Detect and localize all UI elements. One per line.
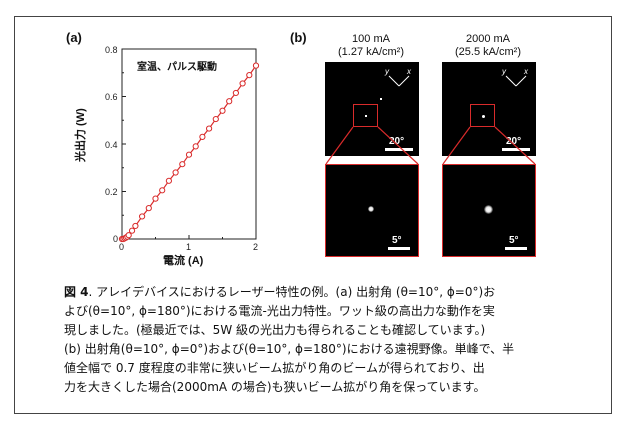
beam-spot-zoom-2 <box>484 205 493 214</box>
scale-bar-large-2 <box>502 148 530 151</box>
scale-bar-small-2 <box>505 247 527 250</box>
caption-line-4: (b) 出射角(θ=10°, ϕ=0°)および(θ=10°, ϕ=180°)にお… <box>64 342 515 356</box>
panel-b-label: (b) <box>290 30 307 45</box>
data-point-7 <box>132 222 139 230</box>
left-image-title: 100 mA (1.27 kA/cm²) <box>330 33 412 59</box>
caption-line-5: 値全幅で 0.7 度程度の非常に狭いビーム拡がり角のビームが得られており、出 <box>64 361 485 375</box>
scale-label-small-2: 5° <box>509 235 519 246</box>
caption-fig-label: 図 4 <box>64 285 89 299</box>
xtick-2: 2 <box>253 242 259 252</box>
zoom-region-box <box>353 104 378 127</box>
figure-caption: 図 4. アレイデバイスにおけるレーザー特性の例。(a) 出射角 (θ=10°,… <box>64 283 582 397</box>
farfield-2000ma-zoom: 5° <box>442 164 536 257</box>
caption-line-2: よび(θ=10°, ϕ=180°)における電流-光出力特性。ワット級の高出力な動… <box>64 304 495 318</box>
data-point-10 <box>152 195 159 202</box>
data-point-14 <box>179 161 186 168</box>
axis-x-label-2: x <box>524 67 528 76</box>
axes-indicator-icon <box>388 75 410 87</box>
data-point-11 <box>159 187 166 194</box>
data-point-22 <box>232 89 239 97</box>
data-point-17 <box>199 133 206 140</box>
x-axis-label: 電流 (A) <box>163 255 204 267</box>
axis-y-label-2: y <box>502 67 506 76</box>
caption-line-3: 現しました。(極最近では、5W 級の光出力も得られることも確認しています。) <box>64 323 486 337</box>
right-image-title: 2000 mA (25.5 kA/cm²) <box>438 33 538 59</box>
ytick-0.6: 0.6 <box>105 92 118 102</box>
data-point-21 <box>226 98 233 105</box>
caption-line-1-text: . アレイデバイスにおけるレーザー特性の例。(a) 出射角 (θ=10°, ϕ=… <box>88 285 496 299</box>
scale-label-small: 5° <box>392 235 402 246</box>
right-current: 2000 mA <box>465 33 511 45</box>
axes-indicator-icon-2 <box>505 75 527 87</box>
data-point-16 <box>192 143 199 150</box>
axis-y-label: y <box>385 67 389 76</box>
ytick-0: 0 <box>113 234 119 244</box>
caption-line-1: 図 4. アレイデバイスにおけるレーザー特性の例。(a) 出射角 (θ=10°,… <box>64 283 582 302</box>
farfield-100ma-wide: y x 20° <box>325 62 419 156</box>
ytick-0.8: 0.8 <box>105 45 118 55</box>
zoom-region-box-2 <box>470 104 495 127</box>
data-point-25 <box>252 62 260 69</box>
figure-frame <box>14 16 612 414</box>
left-current: 100 mA <box>352 33 390 45</box>
data-point-18 <box>206 125 213 132</box>
scale-label-large-2: 20° <box>506 136 522 147</box>
axis-x-label: x <box>407 67 411 76</box>
data-point-15 <box>185 151 193 158</box>
xtick-1: 1 <box>186 242 192 252</box>
data-point-13 <box>172 169 179 176</box>
farfield-2000ma-wide: y x 20° <box>442 62 536 156</box>
beam-spot-2 <box>482 115 485 118</box>
scale-bar-small <box>388 247 410 250</box>
caption-line-6: 力を大きくした場合(2000mA の場合)も狭いビーム拡がり角を保っています。 <box>64 380 486 394</box>
ytick-0.2: 0.2 <box>105 187 118 197</box>
beam-spot-zoom <box>368 206 374 212</box>
chart-annotation: 室温、パルス駆動 <box>137 62 217 73</box>
ytick-0.4: 0.4 <box>105 140 118 150</box>
data-point-23 <box>239 80 246 87</box>
beam-spot <box>365 115 367 117</box>
data-point-19 <box>212 115 219 123</box>
spot-far <box>380 98 382 100</box>
data-point-6 <box>128 227 136 234</box>
left-density: (1.27 kA/cm²) <box>337 46 404 58</box>
data-point-9 <box>145 205 152 212</box>
data-point-24 <box>246 72 253 79</box>
data-point-12 <box>165 177 172 184</box>
farfield-100ma-zoom: 5° <box>325 164 419 257</box>
data-point-5 <box>125 232 132 239</box>
xtick-0: 0 <box>119 242 125 252</box>
data-point-20 <box>219 107 226 114</box>
panel-a-label: (a) <box>66 30 82 45</box>
right-density: (25.5 kA/cm²) <box>454 46 521 58</box>
scale-bar-large <box>385 148 413 151</box>
scale-label-large: 20° <box>389 136 405 147</box>
data-point-8 <box>139 213 146 220</box>
